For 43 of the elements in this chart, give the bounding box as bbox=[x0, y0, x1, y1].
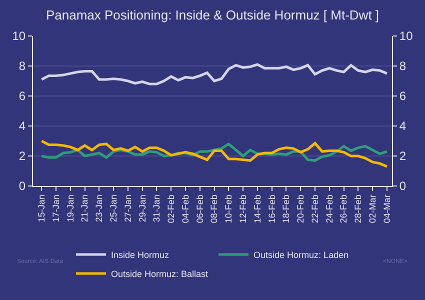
y2-tick-label: 2 bbox=[399, 149, 406, 164]
x-tick-label: 08-Feb bbox=[209, 194, 220, 224]
x-tick-label: 14-Feb bbox=[252, 194, 262, 224]
y-tick-label: 6 bbox=[18, 89, 26, 104]
y2-tick-label: 4 bbox=[399, 119, 406, 134]
x-tick-label: 23-Jan bbox=[94, 194, 104, 222]
y2-tick-label: 0 bbox=[399, 179, 406, 194]
x-tick-label: 02-Feb bbox=[166, 194, 176, 224]
line-series bbox=[40, 140, 388, 168]
line-series bbox=[40, 63, 388, 86]
y-tick-label: 8 bbox=[18, 59, 26, 74]
legend-label: Inside Hormuz bbox=[111, 250, 170, 260]
y-tick-label: 4 bbox=[18, 119, 26, 134]
y2-tick-label: 6 bbox=[399, 89, 406, 104]
x-tick-label: 31-Jan bbox=[152, 194, 162, 222]
x-tick-label: 29-Jan bbox=[137, 194, 148, 222]
x-tick-label: 20-Feb bbox=[296, 194, 306, 224]
x-tick-label: 18-Feb bbox=[281, 194, 292, 224]
x-tick-label: 06-Feb bbox=[194, 194, 205, 224]
x-tick-label: 19-Jan bbox=[65, 194, 76, 222]
y-tick-label: 2 bbox=[18, 149, 26, 164]
x-tick-label: 24-Feb bbox=[324, 194, 334, 224]
chart-title: Panamax Positioning: Inside & Outside Hormuz [ Mt-Dwt ] bbox=[46, 8, 380, 23]
x-tick-label: 02-Mar bbox=[368, 194, 378, 224]
x-tick-label: 17-Jan bbox=[50, 194, 61, 222]
legend-label: Outside Hormuz: Laden bbox=[254, 250, 349, 260]
y-tick-label: 0 bbox=[18, 179, 26, 194]
x-tick-label: 16-Feb bbox=[266, 194, 277, 224]
legend-label: Outside Hormuz: Ballast bbox=[111, 269, 209, 280]
x-tick-label: 25-Jan bbox=[108, 194, 119, 222]
y2-tick-label: 8 bbox=[399, 59, 406, 74]
y2-tick-label: 10 bbox=[399, 29, 414, 44]
x-tick-label: 04-Feb bbox=[180, 194, 190, 224]
x-tick-label: 10-Feb bbox=[224, 194, 234, 224]
x-tick-label: 12-Feb bbox=[238, 194, 248, 224]
x-tick-label: 04-Mar bbox=[382, 194, 392, 224]
x-tick-label: 21-Jan bbox=[80, 194, 90, 222]
x-tick-label: 22-Feb bbox=[310, 194, 320, 224]
y-tick-label: 10 bbox=[12, 29, 26, 44]
x-tick-label: 26-Feb bbox=[338, 194, 349, 224]
x-tick-label: 27-Jan bbox=[122, 194, 133, 222]
x-tick-label: 15-Jan bbox=[36, 194, 47, 222]
x-tick-label: 28-Feb bbox=[353, 194, 364, 224]
